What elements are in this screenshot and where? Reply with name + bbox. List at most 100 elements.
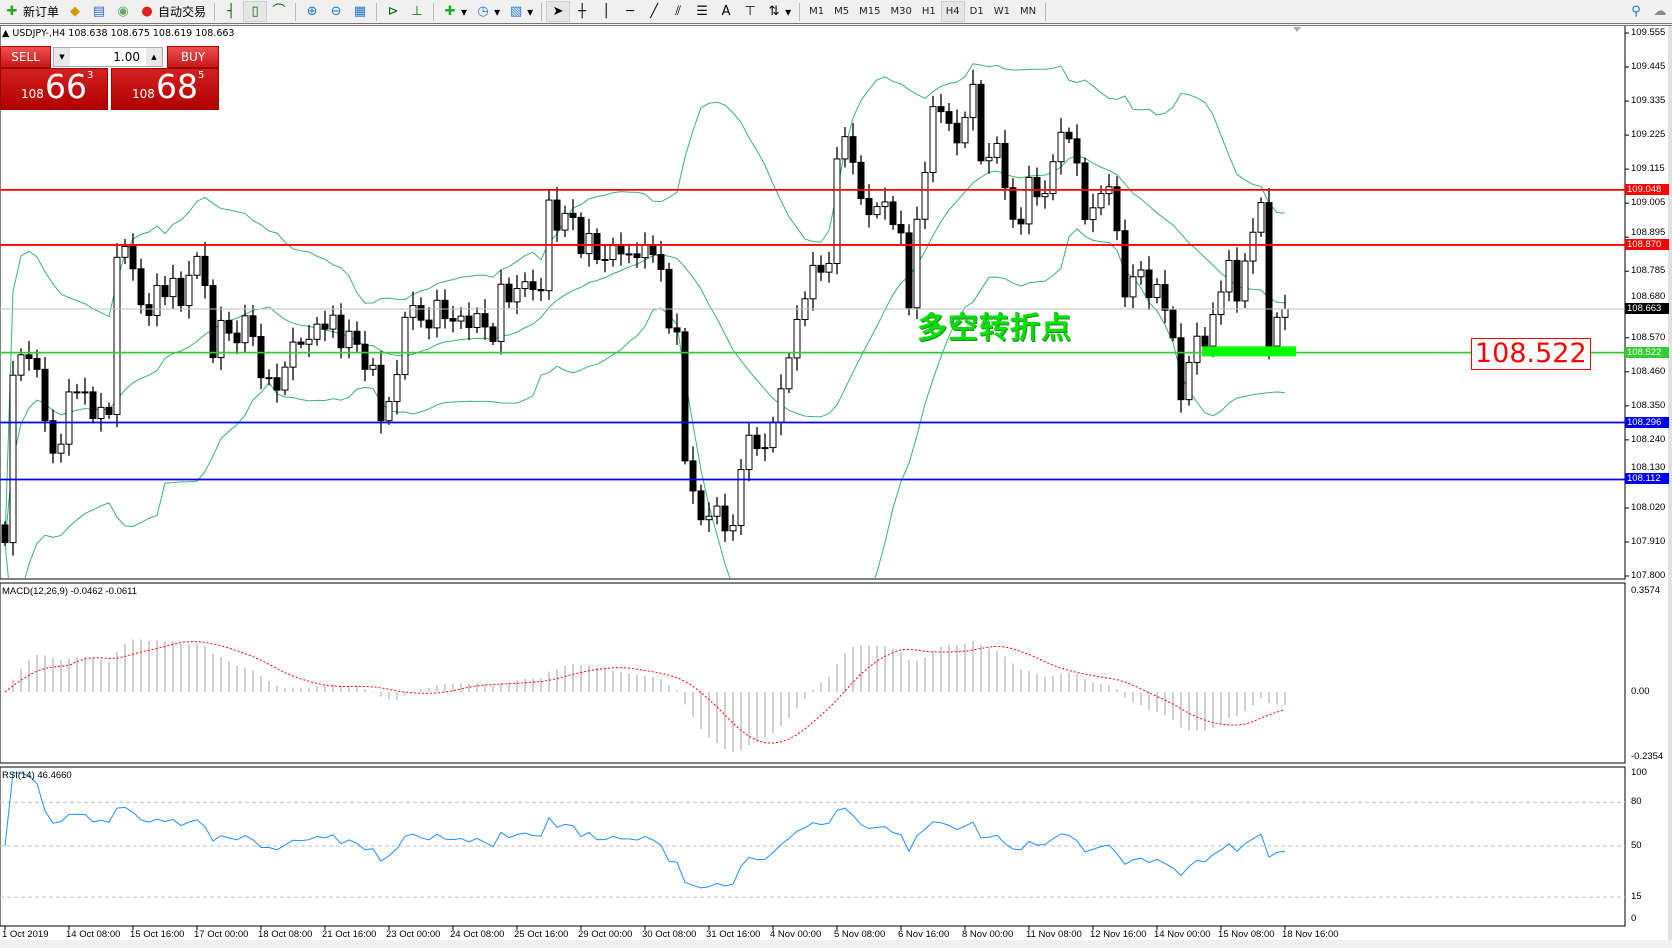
strategy-tester-icon: ◆ [70, 3, 81, 19]
signals-icon: ◉ [117, 3, 129, 19]
rsi-axis-label: 50 [1631, 840, 1642, 851]
period-m15[interactable]: M15 [859, 6, 881, 17]
time-axis-label: 23 Oct 00:00 [386, 929, 441, 940]
scrollbar [1668, 25, 1672, 948]
period-d1[interactable]: D1 [969, 6, 984, 17]
fibonacci-button[interactable]: ☰ [690, 1, 714, 22]
strategy-tester-button[interactable]: ◆ [63, 1, 87, 22]
auto-scroll-button[interactable]: ⊥ [405, 1, 429, 22]
sell-price[interactable]: 108 66 3 [0, 67, 108, 110]
time-axis-label: 15 Nov 08:00 [1218, 929, 1275, 940]
text-label-icon: ⊤ [744, 3, 756, 19]
candle-bear [297, 341, 305, 345]
candle-bull [289, 341, 297, 368]
annotation-text[interactable]: 多空转折点 [917, 311, 1072, 346]
period-h4[interactable]: H4 [940, 1, 965, 22]
candle-bear [897, 224, 905, 234]
equidistant-channel-button[interactable]: ⫽ [666, 1, 690, 22]
vertical-line-button[interactable]: │ [594, 1, 618, 22]
equidistant-channel-icon: ⫽ [675, 3, 682, 19]
horizontal-line-button[interactable]: ─ [618, 1, 642, 22]
buy-button[interactable]: BUY [167, 46, 219, 68]
trendline-button[interactable]: ╱ [642, 1, 666, 22]
cursor-button[interactable]: ➤ [546, 1, 571, 22]
candle-bear [321, 323, 329, 330]
candle-bear [1145, 269, 1153, 299]
lot-decrease-button[interactable]: ▼ [54, 48, 70, 66]
time-axis-label: 14 Oct 08:00 [66, 929, 121, 940]
period-m1[interactable]: M1 [809, 6, 825, 17]
candle-bull [473, 313, 481, 329]
candlestick-button[interactable]: ▯ [243, 1, 268, 22]
new-order-label: 新订单 [23, 5, 60, 19]
candle-bull [241, 315, 249, 344]
zoom-in-button[interactable]: ⊕ [300, 1, 324, 22]
lot-increase-button[interactable]: ▲ [146, 48, 162, 66]
candle-bear [489, 326, 497, 342]
zoom-out-button[interactable]: ⊖ [324, 1, 348, 22]
period-m30[interactable]: M30 [890, 6, 912, 17]
line-chart-button[interactable]: ⌒ [267, 1, 291, 22]
candle-bull [193, 255, 201, 276]
candle-bear [649, 244, 657, 256]
navigator-button[interactable]: ▤ [87, 1, 111, 22]
time-axis-label: 12 Nov 16:00 [1090, 929, 1147, 940]
candle-bear [105, 406, 113, 415]
period-h1[interactable]: H1 [921, 6, 936, 17]
candle-bear [233, 332, 241, 344]
candle-bear [1265, 202, 1273, 347]
lot-stepper[interactable]: ▼ 1.00 ▲ [53, 47, 163, 67]
price-axis-label: 108.460 [1631, 365, 1666, 377]
templates-button[interactable]: ▧ ▾ [509, 3, 534, 19]
text-label-button[interactable]: ⊤ [738, 1, 762, 22]
price-axis-label: 109.115 [1631, 163, 1665, 175]
buy-price[interactable]: 108 68 5 [111, 67, 219, 110]
lot-input[interactable]: 1.00 [113, 50, 140, 64]
bar-chart-button[interactable]: ┤ [219, 1, 243, 22]
crosshair-button[interactable]: ┼ [570, 1, 594, 22]
candle-bear [817, 264, 825, 273]
period-m5[interactable]: M5 [834, 6, 850, 17]
candle-bull [329, 314, 337, 330]
candle-bull [1153, 284, 1161, 299]
main-plot [1, 63, 1289, 579]
new-order-button[interactable]: ✚ 新订单 [0, 1, 63, 22]
auto-trading-button[interactable]: ● 自动交易 [135, 1, 210, 22]
candle-bull [457, 315, 465, 322]
toolbar: ✚ 新订单 ◆ ▤ ◉ ● 自动交易 ┤ ▯ ⌒ ⊕ ⊖ ▦ ⊳ ⊥ ✚ ▾ ◷ ▾ ▧… [0, 0, 1672, 26]
price-axis-label: 108.570 [1631, 331, 1666, 343]
navigator-icon: ▤ [92, 3, 106, 19]
signals-button[interactable]: ◉ [111, 1, 135, 22]
time-axis-label: 29 Oct 00:00 [578, 929, 633, 940]
candle-bear [1017, 218, 1025, 225]
text-button[interactable]: A [714, 1, 738, 22]
sell-button[interactable]: SELL [0, 46, 51, 68]
price-axis-label: 109.555 [1631, 27, 1666, 38]
candle-bear [1177, 337, 1185, 401]
period-w1[interactable]: W1 [993, 6, 1010, 17]
buy-price-prefix: 108 [132, 87, 155, 101]
time-axis-label: 8 Nov 00:00 [962, 929, 1014, 940]
periods-button[interactable]: ◷ ▾ [471, 1, 504, 22]
tile-windows-button[interactable]: ▦ [348, 1, 372, 22]
period-mn[interactable]: MN [1019, 6, 1037, 17]
search-button[interactable]: ⚲ [1624, 1, 1648, 22]
zoom-out-icon: ⊖ [330, 3, 342, 19]
candle-bear [449, 318, 457, 322]
community-button[interactable]: ☁ [1648, 1, 1672, 22]
indicators-button[interactable]: ✚ ▾ [438, 1, 471, 22]
candle-bear [529, 281, 537, 290]
time-axis-label: 25 Oct 16:00 [514, 929, 569, 940]
candle-bull [1185, 362, 1193, 401]
candle-bear [937, 106, 945, 113]
candle-bull [1217, 291, 1225, 316]
annotation-price-label[interactable]: 108.522 [1471, 338, 1591, 370]
candle-bull [969, 83, 977, 118]
candle-bull [385, 400, 393, 422]
arrows-button[interactable]: ⇅ ▾ [762, 1, 795, 22]
candle-bear [145, 304, 153, 316]
price-axis-label: 108.240 [1631, 433, 1666, 445]
chart-shift-button[interactable]: ⊳ [381, 1, 405, 22]
candle-bear [681, 331, 689, 462]
